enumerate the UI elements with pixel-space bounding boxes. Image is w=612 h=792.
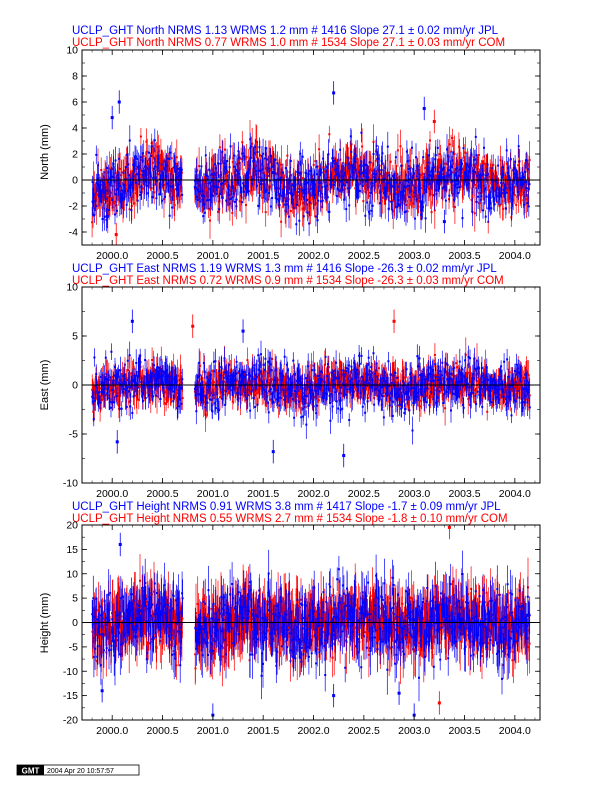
outlier-point: [115, 430, 119, 454]
y-tick-label: 10: [66, 45, 78, 57]
outlier-point: [422, 96, 426, 121]
y-tick-label: 10: [66, 282, 78, 294]
y-tick-label: 20: [66, 520, 78, 532]
gmt-date-text: 2004 Apr 20 10:57:57: [47, 768, 114, 775]
x-tick-label: 2003.0: [398, 488, 430, 500]
outlier-point: [100, 679, 104, 703]
gmt-logo-box: [17, 765, 44, 775]
outlier-point: [118, 532, 122, 557]
x-tick-label: 2000.0: [96, 725, 128, 737]
outlier-point: [110, 105, 114, 130]
x-tick-label: 2001.0: [197, 488, 229, 500]
y-tick-label: 0: [72, 617, 78, 629]
x-tick-label: 2001.0: [197, 250, 229, 262]
height-plot-area: -20 -15 -10 -5 0 5 10 15 20 2000.0 2000.5 2001.0 200…: [63, 520, 541, 737]
outlier-point: [117, 90, 121, 114]
y-tick-label: 0: [72, 380, 78, 392]
data-layer: [91, 309, 531, 468]
y-tick-label: 5: [72, 593, 78, 605]
outlier-point: [392, 309, 396, 334]
y-tick-label: 8: [72, 71, 78, 83]
x-tick-label: 2001.0: [197, 725, 229, 737]
north-title-com: UCLP_GHT North NRMS 0.77 WRMS 1.0 mm # 1…: [72, 37, 505, 49]
gmt-timestamp: GMT 2004 Apr 20 10:57:57: [16, 764, 140, 776]
y-tick-label: -15: [63, 690, 78, 702]
data-points: [91, 131, 531, 226]
y-tick-label: 5: [72, 331, 78, 343]
height-title-com: UCLP_GHT Height NRMS 0.55 WRMS 2.7 mm # …: [72, 513, 508, 525]
east-ylabel: East (mm): [39, 360, 51, 411]
x-tick-label: 2004.0: [499, 488, 531, 500]
x-tick-label: 2001.5: [247, 488, 279, 500]
north-ylabel: North (mm): [39, 124, 51, 180]
x-tick-label: 2003.0: [398, 725, 430, 737]
outlier-point: [342, 443, 346, 468]
east-panel: UCLP_GHT East NRMS 1.19 WRMS 1.3 mm # 14…: [39, 263, 541, 500]
x-tick-label: 2001.5: [247, 725, 279, 737]
x-tick-label: 2004.0: [499, 250, 531, 262]
outlier-point: [191, 314, 195, 338]
x-tick-label: 2002.0: [297, 725, 329, 737]
x-tick-label: 2002.0: [297, 488, 329, 500]
outlier-point: [437, 691, 441, 715]
outlier-point: [332, 81, 336, 105]
height-title-jpl: UCLP_GHT Height NRMS 0.91 WRMS 3.8 mm # …: [72, 501, 501, 513]
outlier-point: [332, 683, 336, 708]
series-jpl: [91, 123, 531, 237]
outlier-point: [241, 319, 245, 343]
y-tick-label: 0: [72, 175, 78, 187]
outlier-point: [271, 439, 275, 464]
x-tick-label: 2003.5: [448, 250, 480, 262]
x-tick-label: 2002.5: [348, 488, 380, 500]
x-tick-label: 2002.0: [297, 250, 329, 262]
east-plot-area: -10 -5 0 5 10 2000.0 2000.5 2001.0 2001.5 2002.0 2…: [63, 282, 541, 500]
east-title-jpl: UCLP_GHT East NRMS 1.19 WRMS 1.3 mm # 14…: [72, 263, 497, 275]
y-tick-label: -4: [69, 227, 78, 239]
north-title-jpl: UCLP_GHT North NRMS 1.13 WRMS 1.2 mm # 1…: [72, 25, 499, 37]
outlier-point: [105, 204, 109, 229]
outlier-point: [432, 109, 436, 134]
x-tick-label: 2000.5: [146, 250, 178, 262]
y-tick-label: 15: [66, 544, 78, 556]
data-layer: [91, 81, 531, 245]
y-tick-label: -10: [63, 666, 78, 678]
x-tick-label: 2002.5: [348, 250, 380, 262]
y-tick-label: -5: [69, 641, 78, 653]
y-tick-label: -10: [63, 478, 78, 490]
outlier-point: [442, 209, 446, 234]
y-tick-label: 6: [72, 97, 78, 109]
gmt-logo: GMT: [22, 767, 40, 776]
x-tick-label: 2000.5: [146, 725, 178, 737]
y-tick-label: -5: [69, 429, 78, 441]
x-tick-label: 2003.0: [398, 250, 430, 262]
height-panel: UCLP_GHT Height NRMS 0.91 WRMS 3.8 mm # …: [39, 501, 541, 737]
north-plot-area: -4 -2 0 2 4 6 8 10 2000.0 2000.5 2001.0 2001.5 2002.…: [66, 45, 541, 262]
y-tick-label: -2: [69, 201, 78, 213]
height-ylabel: Height (mm): [39, 593, 51, 654]
y-tick-label: 2: [72, 149, 78, 161]
x-tick-label: 2002.5: [348, 725, 380, 737]
outlier-point: [130, 309, 134, 334]
x-tick-label: 2000.5: [146, 488, 178, 500]
outlier-point: [114, 222, 118, 245]
outlier-point: [422, 387, 426, 412]
x-tick-label: 2000.0: [96, 488, 128, 500]
x-tick-label: 2003.5: [448, 488, 480, 500]
x-tick-label: 2000.0: [96, 250, 128, 262]
north-panel: UCLP_GHT North NRMS 1.13 WRMS 1.2 mm # 1…: [39, 25, 541, 262]
series-jpl: [91, 340, 531, 445]
x-tick-label: 2004.0: [499, 725, 531, 737]
x-tick-label: 2003.5: [448, 725, 480, 737]
y-tick-label: -20: [63, 715, 78, 727]
y-tick-label: 4: [72, 123, 78, 135]
x-tick-label: 2001.5: [247, 250, 279, 262]
east-title-com: UCLP_GHT East NRMS 0.72 WRMS 0.9 mm # 15…: [72, 275, 504, 287]
plot-frame: [81, 49, 541, 246]
outlier-point: [447, 525, 451, 540]
outlier-point: [397, 681, 401, 705]
y-tick-label: 10: [66, 568, 78, 580]
